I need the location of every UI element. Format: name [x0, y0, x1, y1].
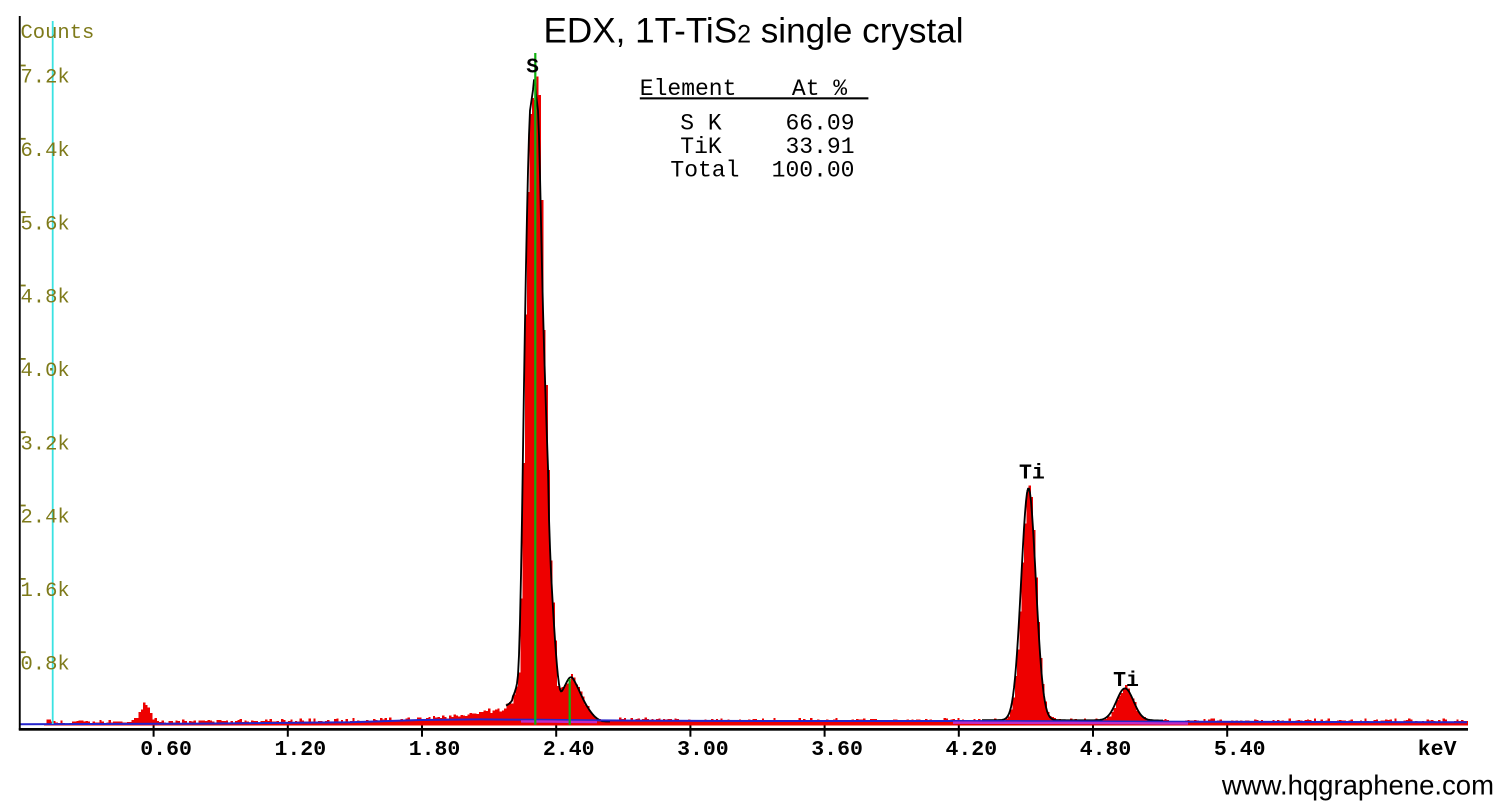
svg-text:5.40: 5.40 — [1214, 738, 1266, 762]
svg-text:6.4k: 6.4k — [21, 140, 70, 163]
svg-text:0.8k: 0.8k — [21, 653, 70, 676]
svg-text:4.0k: 4.0k — [21, 360, 70, 383]
svg-text:3.60: 3.60 — [811, 738, 863, 762]
svg-text:EDX, 1T-TiS2 single crystal: EDX, 1T-TiS2 single crystal — [543, 12, 963, 51]
svg-text:0.60: 0.60 — [140, 738, 192, 762]
svg-text:Ti: Ti — [1019, 461, 1045, 485]
svg-text:2.4k: 2.4k — [21, 507, 70, 530]
svg-text:4.80: 4.80 — [1080, 738, 1132, 762]
svg-text:Total: Total — [670, 157, 739, 183]
svg-text:3.2k: 3.2k — [21, 433, 70, 456]
svg-text:1.20: 1.20 — [274, 738, 326, 762]
svg-text:66.09: 66.09 — [785, 110, 854, 136]
svg-text:33.91: 33.91 — [785, 134, 854, 160]
svg-text:www.hqgraphene.com: www.hqgraphene.com — [1221, 770, 1494, 801]
svg-text:1.6k: 1.6k — [21, 580, 70, 603]
svg-text:Ti: Ti — [1113, 669, 1139, 693]
svg-text:100.00: 100.00 — [772, 157, 855, 183]
svg-text:5.6k: 5.6k — [21, 213, 70, 236]
svg-text:3.00: 3.00 — [677, 738, 729, 762]
svg-text:1.80: 1.80 — [409, 738, 461, 762]
svg-text:S K: S K — [680, 110, 722, 136]
svg-text:TiK: TiK — [680, 134, 722, 160]
svg-text:keV: keV — [1418, 738, 1457, 762]
svg-text:Counts: Counts — [21, 22, 95, 45]
svg-text:4.20: 4.20 — [945, 738, 997, 762]
svg-text:7.2k: 7.2k — [21, 67, 70, 90]
svg-text:4.8k: 4.8k — [21, 287, 70, 310]
svg-text:2.40: 2.40 — [543, 738, 595, 762]
svg-text:S: S — [526, 56, 539, 79]
